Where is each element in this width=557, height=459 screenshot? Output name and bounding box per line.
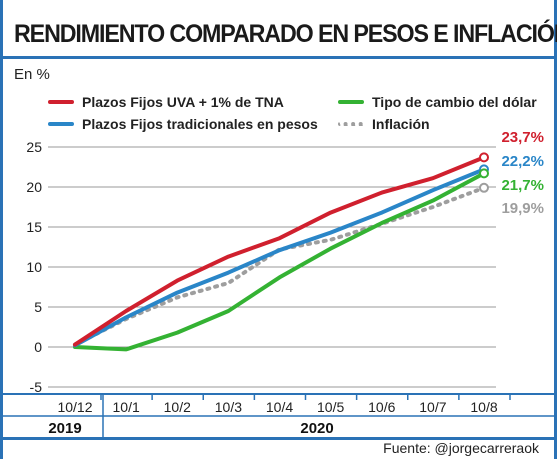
source-credit: Fuente: @jorgecarreraok bbox=[383, 440, 539, 456]
y-tick-label: 5 bbox=[34, 299, 42, 315]
y-tick-label: 20 bbox=[26, 179, 42, 195]
legend-item-inflacion: Inflación bbox=[338, 116, 430, 132]
series-end-label: 22,2% bbox=[501, 153, 544, 170]
x-tick-label: 10/4 bbox=[266, 399, 293, 415]
series-line bbox=[73, 155, 486, 347]
legend-swatch-blue bbox=[48, 122, 74, 126]
x-tick-label: 10/7 bbox=[419, 399, 446, 415]
legend-label: Tipo de cambio del dólar bbox=[372, 94, 537, 110]
legend-item-plazos-uva: Plazos Fijos UVA + 1% de TNA bbox=[48, 94, 284, 110]
year-label: 2019 bbox=[48, 420, 81, 437]
series-line bbox=[73, 167, 486, 348]
legend-label: Plazos Fijos UVA + 1% de TNA bbox=[82, 94, 284, 110]
x-tick-label: 10/12 bbox=[57, 399, 92, 415]
series-end-marker bbox=[479, 182, 489, 193]
legend-label: Inflación bbox=[372, 116, 430, 132]
legend-item-dolar: Tipo de cambio del dólar bbox=[338, 94, 537, 110]
legend-swatch-green bbox=[338, 100, 364, 104]
year-label: 2020 bbox=[300, 420, 333, 437]
x-tick-label: 10/3 bbox=[215, 399, 242, 415]
series-end-marker bbox=[479, 152, 489, 163]
x-tick-label: 10/5 bbox=[317, 399, 344, 415]
series-end-marker bbox=[479, 168, 489, 179]
title-divider bbox=[0, 56, 557, 59]
y-tick-label: 10 bbox=[26, 259, 42, 275]
chart-title: RENDIMIENTO COMPARADO EN PESOS E INFLACI… bbox=[14, 20, 557, 48]
x-tick-label: 10/8 bbox=[470, 399, 497, 415]
y-tick-label: 25 bbox=[26, 139, 42, 155]
bottom-divider bbox=[0, 437, 557, 440]
series-end-label: 21,7% bbox=[501, 177, 544, 194]
legend-label: Plazos Fijos tradicionales en pesos bbox=[82, 116, 318, 132]
legend-swatch-gray-dotted bbox=[338, 122, 364, 126]
legend-item-plazos-tradicionales: Plazos Fijos tradicionales en pesos bbox=[48, 116, 318, 132]
x-tick-label: 10/6 bbox=[368, 399, 395, 415]
y-tick-label: 15 bbox=[26, 219, 42, 235]
series-line bbox=[73, 171, 486, 352]
series-line bbox=[73, 185, 486, 347]
x-tick-label: 10/1 bbox=[113, 399, 140, 415]
series-end-label: 19,9% bbox=[501, 200, 544, 217]
series-end-label: 23,7% bbox=[501, 129, 544, 146]
legend-swatch-red bbox=[48, 100, 74, 104]
x-tick-label: 10/2 bbox=[164, 399, 191, 415]
y-axis-unit-label: En % bbox=[14, 66, 50, 83]
y-tick-label: 0 bbox=[34, 339, 42, 355]
y-tick-label: -5 bbox=[30, 379, 43, 395]
